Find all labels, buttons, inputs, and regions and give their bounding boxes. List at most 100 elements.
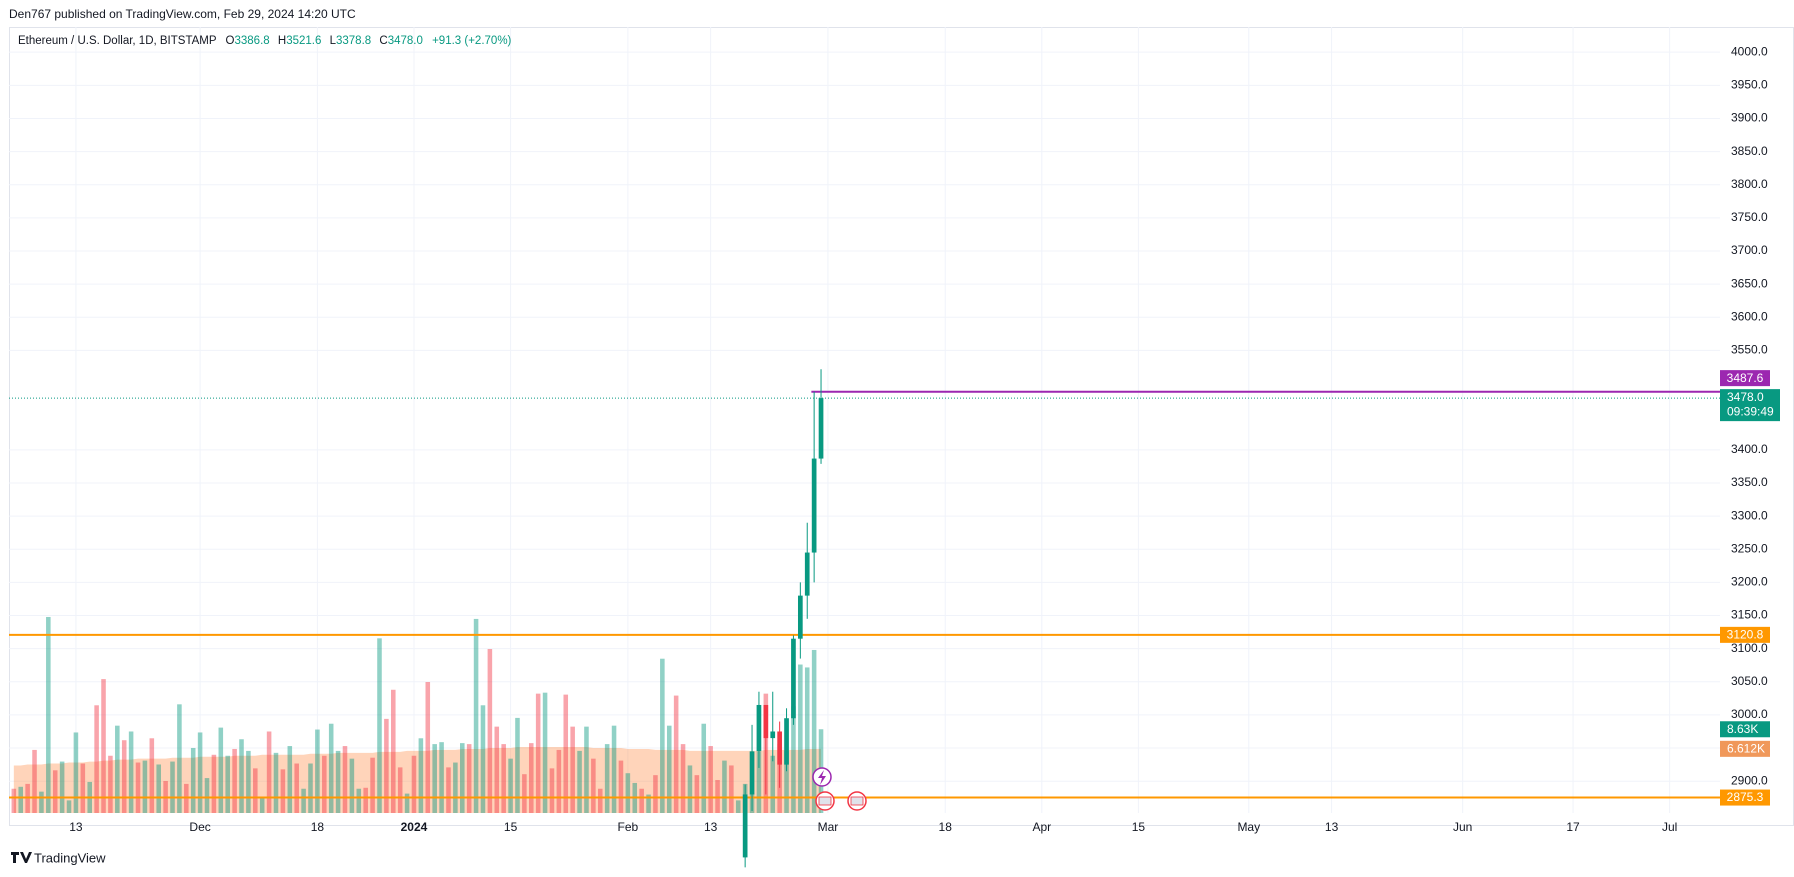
volume-bar xyxy=(39,791,44,813)
volume-bar xyxy=(280,769,286,813)
y-tick-label: 3750.0 xyxy=(1731,210,1768,224)
lightning-glyph xyxy=(818,770,826,785)
publish-note: Den767 published on TradingView.com, Feb… xyxy=(9,7,356,21)
candle-body xyxy=(818,398,824,459)
volume-bar xyxy=(487,649,493,813)
y-tick-label: 3950.0 xyxy=(1731,77,1768,91)
volume-bar xyxy=(494,726,500,813)
volume-bar xyxy=(694,775,700,813)
x-tick-label: Dec xyxy=(189,820,210,834)
volume-bar xyxy=(653,775,658,813)
volume-bar xyxy=(349,758,355,813)
volume-bar xyxy=(156,764,161,813)
volume-bar xyxy=(294,763,299,813)
candle-body xyxy=(756,704,762,752)
x-tick-label: Mar xyxy=(818,820,839,834)
volume-bar xyxy=(804,667,810,813)
volume-bar xyxy=(142,760,148,813)
y-tick-label: 3300.0 xyxy=(1731,508,1768,522)
volume-bar xyxy=(232,748,237,813)
volume-bar xyxy=(673,695,679,813)
x-tick-label: 18 xyxy=(939,820,953,834)
volume-bar xyxy=(149,738,155,813)
brand: TradingView xyxy=(34,850,106,865)
volume-bar xyxy=(363,787,368,813)
brand-logo xyxy=(11,852,32,863)
volume-bar xyxy=(473,618,479,813)
volume-bar xyxy=(715,780,720,813)
volume-label-box xyxy=(1720,721,1770,738)
countdown-label: 09:39:49 xyxy=(1727,404,1774,418)
candle-body xyxy=(777,731,782,765)
volume-bar xyxy=(121,740,127,813)
volume-bar xyxy=(680,744,686,813)
volume-ma-label: 6.612K xyxy=(1727,742,1765,756)
x-tick-label: Feb xyxy=(618,820,639,834)
x-tick-label: 13 xyxy=(1325,820,1339,834)
x-tick-label: May xyxy=(1237,820,1260,834)
volume-bar xyxy=(604,744,610,813)
y-tick-label: 3700.0 xyxy=(1731,243,1768,257)
volume-bar xyxy=(239,739,244,813)
volume-bar xyxy=(508,758,513,813)
volume-bar xyxy=(666,725,672,813)
volume-bar xyxy=(287,746,293,813)
volume-bar xyxy=(266,731,272,813)
volume-bar xyxy=(729,765,734,813)
volume-bar xyxy=(701,723,707,813)
volume-bar xyxy=(46,616,51,813)
y-tick-label: 3150.0 xyxy=(1731,608,1768,622)
volume-bar xyxy=(432,744,437,813)
volume-bar xyxy=(625,773,631,813)
volume-bar xyxy=(735,800,741,813)
volume-bar xyxy=(73,732,79,813)
volume-bar xyxy=(177,704,182,813)
volume-bar xyxy=(411,755,417,813)
ohlc-value: 3478.0 xyxy=(388,35,423,47)
volume-bar xyxy=(439,742,444,813)
volume-bar xyxy=(535,693,541,813)
last-price-label: 3478.0 xyxy=(1727,390,1764,404)
level-label-box xyxy=(1720,370,1770,387)
volume-bar xyxy=(11,788,17,813)
ohlc-key: C xyxy=(379,35,387,47)
volume-bar xyxy=(315,729,320,813)
volume-bar xyxy=(798,664,803,813)
volume-bar xyxy=(225,755,230,813)
volume-bar xyxy=(391,689,396,813)
volume-bar xyxy=(418,738,424,813)
ohlc-key: H xyxy=(278,35,286,47)
volume-bar xyxy=(770,755,776,813)
grid-layer xyxy=(9,27,1720,813)
volume-bar xyxy=(273,752,279,813)
volume-bar xyxy=(259,796,265,813)
candle-body xyxy=(797,595,803,639)
volume-bar xyxy=(190,747,196,813)
y-tick-label: 3050.0 xyxy=(1731,674,1768,688)
flag-glyph xyxy=(850,796,864,806)
y-tick-label: 3100.0 xyxy=(1731,641,1768,655)
y-tick-label: 3350.0 xyxy=(1731,475,1768,489)
y-tick-label: 3800.0 xyxy=(1731,177,1768,191)
candle-body xyxy=(763,704,769,739)
y-tick-label: 3900.0 xyxy=(1731,111,1768,125)
axis-layer: 2900.02950.03000.03050.03100.03150.03200… xyxy=(69,44,1780,834)
volume-bar xyxy=(397,767,403,813)
volume-bar xyxy=(322,755,327,813)
candle-body xyxy=(742,794,748,858)
volume-ma-label-box xyxy=(1720,740,1770,757)
chart-legend: Ethereum / U.S. Dollar, 1D, BITSTAMP O33… xyxy=(18,35,512,47)
volume-bar xyxy=(384,718,389,813)
y-tick-label: 3600.0 xyxy=(1731,309,1768,323)
ohlc-key: O xyxy=(226,35,235,47)
volume-bar xyxy=(425,682,431,813)
level-label: 3487.6 xyxy=(1727,371,1764,385)
volume-bar xyxy=(246,750,251,813)
volume-bar xyxy=(335,750,341,813)
candle-body xyxy=(791,638,796,719)
volume-bar xyxy=(522,774,527,813)
candle-body xyxy=(804,552,810,596)
volume-bar xyxy=(404,793,410,813)
